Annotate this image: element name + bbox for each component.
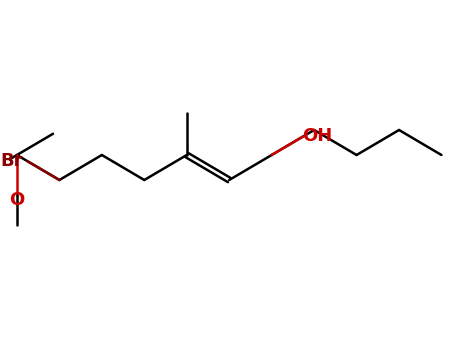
Text: Br: Br [0,152,23,170]
Text: OH: OH [302,127,332,145]
Text: O: O [9,191,25,209]
